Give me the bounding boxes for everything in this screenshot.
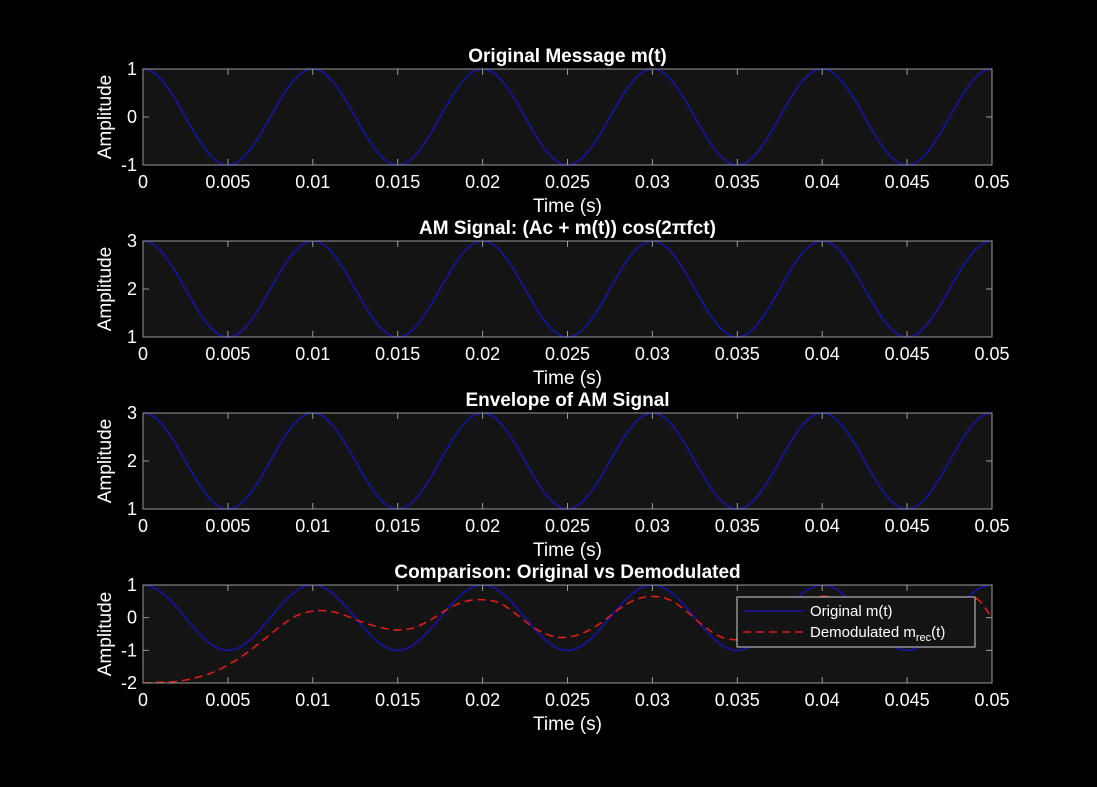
x-tick-label: 0.015 [375,690,420,710]
x-tick-label: 0.02 [465,172,500,192]
x-tick-label: 0.045 [885,690,930,710]
x-tick-label: 0.035 [715,516,760,536]
y-axis-label: Amplitude [95,419,116,504]
x-axis-label: Time (s) [533,368,602,389]
x-tick-label: 0.04 [805,172,840,192]
y-axis-label: Amplitude [95,592,116,677]
x-tick-label: 0 [138,516,148,536]
y-tick-label: 1 [127,499,137,519]
x-tick-label: 0.015 [375,344,420,364]
y-tick-label: -1 [121,155,137,175]
x-tick-label: 0.04 [805,516,840,536]
y-tick-label: 0 [127,608,137,628]
x-tick-label: 0 [138,690,148,710]
x-tick-label: 0.05 [974,516,1009,536]
y-tick-label: 0 [127,107,137,127]
y-tick-label: 1 [127,575,137,595]
legend: Original m(t) Demodulated mrec(t) [736,596,976,648]
x-tick-label: 0.03 [635,172,670,192]
x-axis-label: Time (s) [533,714,602,735]
x-tick-label: 0.005 [205,344,250,364]
x-tick-label: 0.03 [635,516,670,536]
series-line-1 [143,413,992,509]
subplot-3: 0 0.005 0.01 0.015 0.02 0.025 0.03 0.035 0.04 0.0… [95,390,1010,561]
x-tick-label: 0.015 [375,172,420,192]
x-tick-label: 0.01 [295,172,330,192]
series-line-1 [143,69,992,165]
subplot-title: Comparison: Original vs Demodulated [394,562,740,583]
x-tick-label: 0.005 [205,172,250,192]
y-tick-label: -2 [121,673,137,693]
x-tick-label: 0.025 [545,344,590,364]
y-axis-label: Amplitude [95,247,116,332]
x-tick-label: 0.015 [375,516,420,536]
x-tick-label: 0.045 [885,516,930,536]
axes-background [143,241,992,337]
subplot-title: Original Message m(t) [468,46,667,67]
x-axis-label: Time (s) [533,196,602,217]
subplot-title: AM Signal: (Ac + m(t)) cos(2πfct) [419,218,716,239]
x-tick-label: 0.01 [295,690,330,710]
y-tick-label: 1 [127,59,137,79]
x-tick-label: 0.035 [715,172,760,192]
x-tick-label: 0.025 [545,172,590,192]
x-tick-label: 0.025 [545,516,590,536]
legend-label: Original m(t) [810,603,893,620]
x-tick-label: 0.04 [805,344,840,364]
x-axis-label: Time (s) [533,540,602,561]
y-tick-label: 3 [127,403,137,423]
y-tick-label: 2 [127,451,137,471]
subplot-title: Envelope of AM Signal [465,390,669,411]
y-tick-label: 2 [127,279,137,299]
x-tick-label: 0.045 [885,172,930,192]
x-tick-label: 0 [138,172,148,192]
x-tick-label: 0.02 [465,344,500,364]
x-tick-label: 0.05 [974,172,1009,192]
x-tick-label: 0.02 [465,690,500,710]
subplot-2: 0 0.005 0.01 0.015 0.02 0.025 0.03 0.035 0.04 0.0… [95,218,1010,389]
y-tick-label: 1 [127,327,137,347]
x-tick-label: 0.035 [715,344,760,364]
y-tick-label: -1 [121,640,137,660]
x-tick-label: 0.01 [295,344,330,364]
subplot-4: 0 0.005 0.01 0.015 0.02 0.025 0.03 0.035 0.04 0.0… [95,562,1010,735]
subplot-1: 0 0.005 0.01 0.015 0.02 0.025 0.03 0.035 0.04 0.0… [95,46,1010,217]
x-tick-label: 0.02 [465,516,500,536]
y-tick-label: 3 [127,231,137,251]
legend-box [736,596,976,648]
legend-label: Demodulated mrec(t) [810,624,945,644]
x-tick-label: 0.045 [885,344,930,364]
axes-background [143,413,992,509]
x-tick-label: 0.04 [805,690,840,710]
x-tick-label: 0.005 [205,690,250,710]
axes-background [143,69,992,165]
x-tick-label: 0.035 [715,690,760,710]
x-tick-label: 0.025 [545,690,590,710]
x-tick-label: 0.005 [205,516,250,536]
y-axis-label: Amplitude [95,75,116,160]
x-tick-label: 0.03 [635,344,670,364]
x-tick-label: 0.01 [295,516,330,536]
x-tick-label: 0.03 [635,690,670,710]
x-tick-label: 0.05 [974,344,1009,364]
series-line-1 [143,241,992,337]
x-tick-label: 0.05 [974,690,1009,710]
x-tick-label: 0 [138,344,148,364]
